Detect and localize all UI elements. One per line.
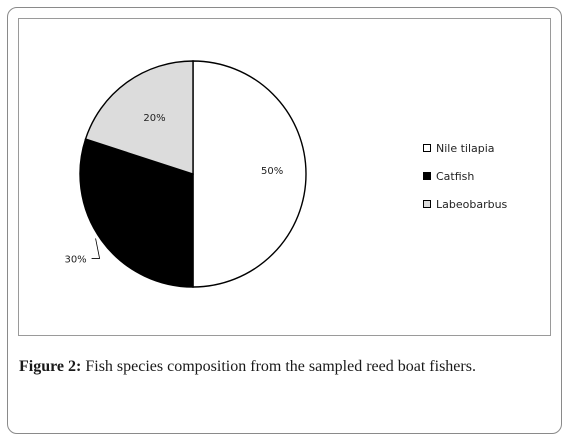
legend-item-nile-tilapia: Nile tilapia [423,138,507,158]
pie-labels: 50% 30% 20% [64,113,283,265]
leader-line-catfish [91,238,101,259]
chart-area: 50% 30% 20% Nile tilapia Catfish Labeobarb… [18,18,551,336]
figure-frame [7,7,562,434]
pie-chart: 50% 30% 20% [64,60,307,288]
slice-label-nile-tilapia: 50% [261,166,283,177]
pie-slices [79,60,307,288]
caption-label: Figure 2: [19,358,82,375]
legend-swatch-catfish [423,172,431,180]
pie-slice-nile-tilapia [192,60,307,288]
slice-label-catfish: 30% [64,254,86,265]
legend-swatch-labeobarbus [423,200,431,208]
figure-caption: Figure 2: Fish species composition from … [19,356,554,377]
legend-item-catfish: Catfish [423,166,507,186]
pie-slice-catfish [79,138,194,288]
pie-slice-labeobarbus [84,60,194,175]
legend-swatch-nile-tilapia [423,144,431,152]
legend-label-labeobarbus: Labeobarbus [436,197,508,211]
legend-label-catfish: Catfish [436,169,475,183]
slice-label-labeobarbus: 20% [143,113,165,124]
legend-label-nile-tilapia: Nile tilapia [436,141,495,155]
caption-text: Fish species composition from the sample… [81,358,476,375]
legend: Nile tilapia Catfish Labeobarbus [423,138,507,222]
legend-item-labeobarbus: Labeobarbus [423,194,507,214]
